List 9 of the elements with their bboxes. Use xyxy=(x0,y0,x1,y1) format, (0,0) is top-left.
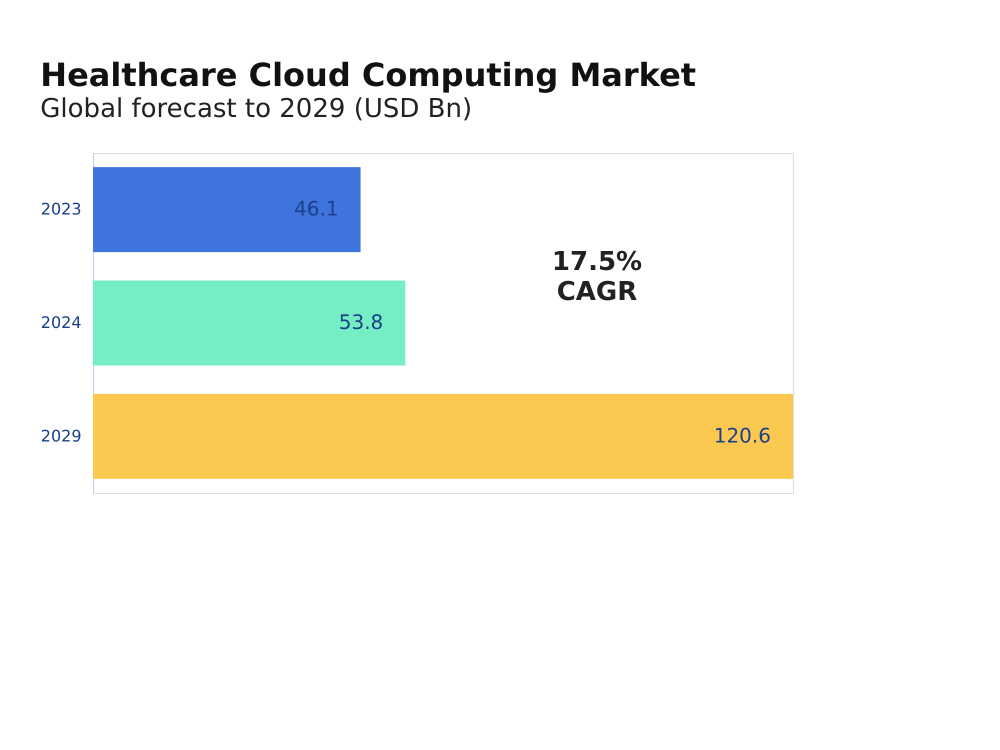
annotation: 17.5% CAGR xyxy=(552,246,642,307)
y-tick-label: 2023 xyxy=(40,200,82,219)
y-tick-label: 2024 xyxy=(40,313,82,332)
data-label: 120.6 xyxy=(714,423,771,448)
chart-subtitle: Global forecast to 2029 (USD Bn) xyxy=(40,94,472,124)
data-label: 46.1 xyxy=(294,196,339,221)
data-label: 53.8 xyxy=(338,310,384,334)
y-tick-label: 2029 xyxy=(40,426,82,446)
chart-title: Healthcare Cloud Computing Market xyxy=(40,56,696,94)
